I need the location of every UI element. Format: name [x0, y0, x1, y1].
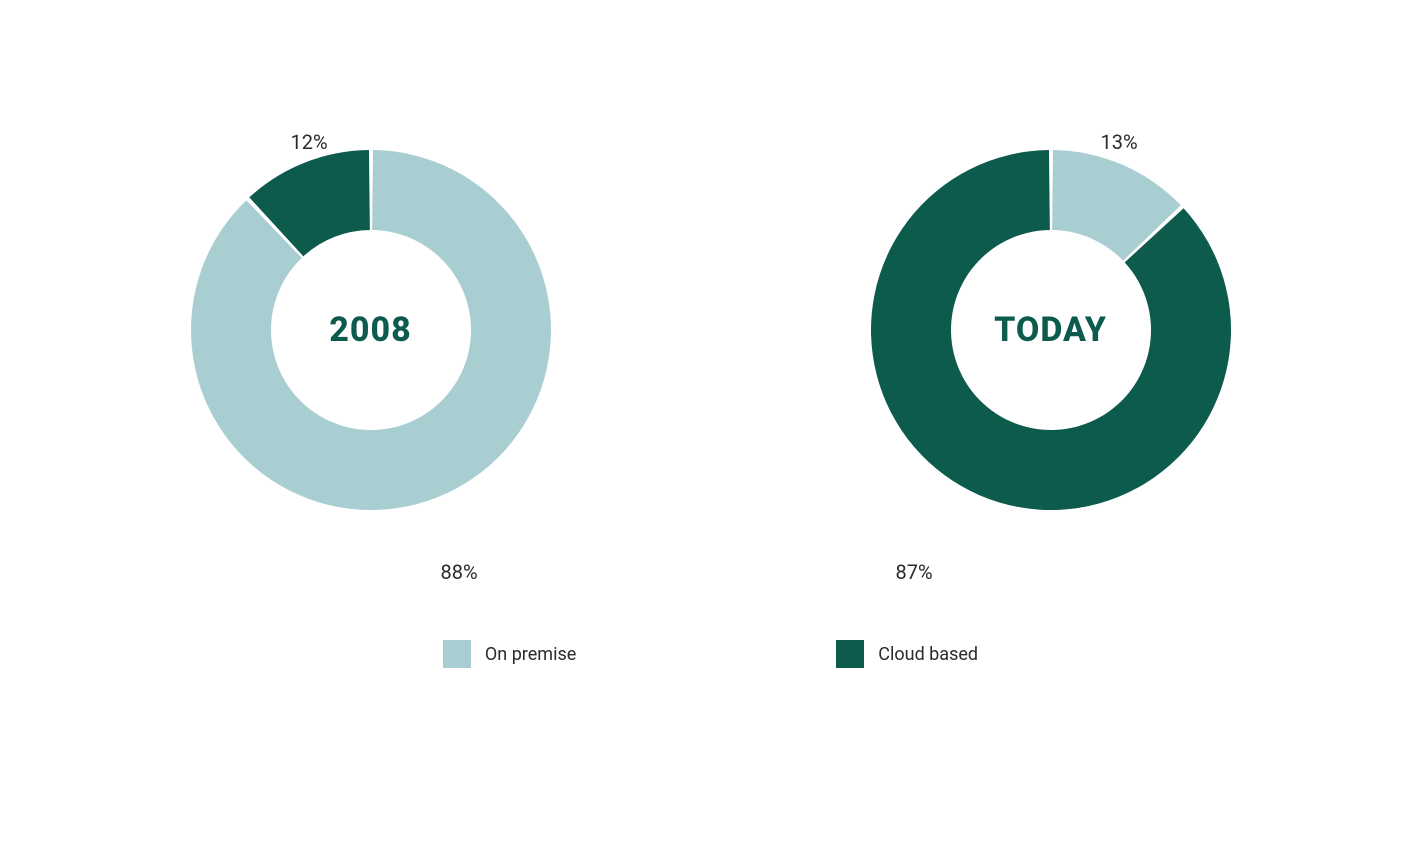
legend: On premise Cloud based: [0, 640, 1421, 668]
center-label-today: TODAY: [994, 310, 1107, 350]
pct-label-2008-slice0: 88%: [441, 560, 478, 584]
legend-label-on-premise: On premise: [485, 644, 576, 665]
legend-item-on-premise: On premise: [443, 640, 576, 668]
chart-2008: 2008 88% 12%: [161, 80, 581, 580]
chart-today: TODAY 13% 87%: [841, 80, 1261, 580]
pct-label-today-slice1: 87%: [896, 560, 933, 584]
center-label-2008: 2008: [329, 310, 411, 350]
charts-row: 2008 88% 12% TODAY 13% 87%: [0, 0, 1421, 580]
pct-label-today-slice0: 13%: [1101, 130, 1138, 154]
legend-label-cloud-based: Cloud based: [878, 644, 978, 665]
legend-swatch-on-premise: [443, 640, 471, 668]
legend-swatch-cloud-based: [836, 640, 864, 668]
pct-label-2008-slice1: 12%: [291, 130, 328, 154]
legend-item-cloud-based: Cloud based: [836, 640, 978, 668]
